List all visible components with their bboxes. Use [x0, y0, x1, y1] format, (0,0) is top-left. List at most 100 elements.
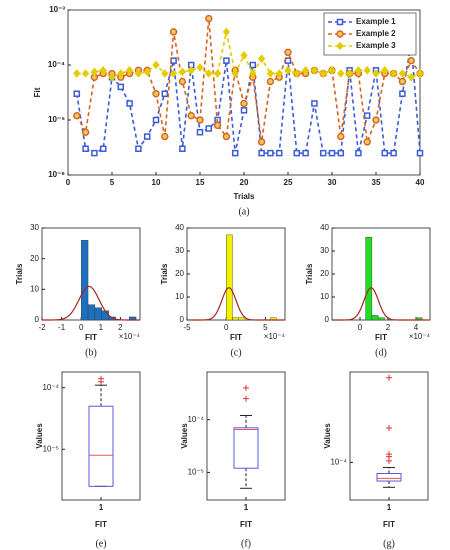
point — [363, 66, 371, 75]
legend-label: Example 1 — [356, 17, 396, 26]
x-tick-label: -5 — [183, 323, 191, 332]
outlier — [386, 374, 392, 381]
hist-bar — [80, 240, 89, 321]
point — [99, 145, 107, 153]
x-tick-label: 1 — [244, 503, 249, 512]
point — [81, 128, 90, 136]
point — [152, 116, 160, 124]
point — [363, 138, 371, 146]
y-tick-label: 10⁻⁴ — [187, 415, 204, 424]
point — [231, 69, 239, 78]
y-tick-label: 10⁻⁵ — [188, 468, 204, 477]
x-axis-label: Trials — [234, 192, 255, 201]
x-axis-label: FIT — [95, 520, 107, 529]
x-tick-label: 1 — [387, 503, 392, 512]
point — [152, 90, 160, 98]
point — [266, 77, 275, 86]
y-tick-label: 10 — [175, 292, 184, 301]
y-tick-label: 30 — [175, 246, 184, 255]
x-tick-label: 5 — [263, 323, 268, 332]
x-tick-label: 30 — [328, 178, 337, 187]
point — [205, 14, 213, 23]
y-tick-label: 10⁻⁴ — [330, 457, 347, 466]
point — [381, 66, 389, 75]
y-tick-label: 10⁻⁶ — [48, 170, 65, 179]
x-tick-label: 25 — [284, 178, 293, 187]
point — [336, 18, 344, 26]
legend-label: Example 3 — [356, 41, 396, 50]
y-axis-label: Fit — [33, 87, 42, 97]
point — [381, 149, 389, 157]
point — [82, 145, 89, 153]
x-tick-label: 1 — [99, 503, 104, 512]
series-line — [76, 31, 421, 79]
point — [117, 83, 125, 91]
axes-box — [186, 227, 286, 321]
point — [240, 51, 248, 60]
point — [319, 69, 327, 78]
point — [399, 90, 406, 98]
point — [336, 30, 344, 38]
point — [91, 149, 98, 157]
point — [258, 149, 265, 157]
x-tick-label: 35 — [372, 178, 381, 187]
x-tick-label: 15 — [196, 178, 205, 187]
point — [345, 69, 354, 78]
point — [275, 149, 283, 157]
point — [372, 116, 380, 124]
y-tick-label: 0 — [325, 315, 330, 324]
outlier — [386, 425, 392, 432]
point — [301, 66, 310, 75]
y-tick-label: 20 — [30, 254, 39, 263]
panel-label: (g) — [383, 538, 395, 549]
x-tick-label: -2 — [38, 323, 46, 332]
point — [337, 149, 345, 157]
y-tick-label: 10⁻⁴ — [48, 60, 65, 69]
y-tick-label: 0 — [180, 315, 185, 324]
x-tick-label: 0 — [66, 178, 71, 187]
point — [231, 149, 239, 157]
x-tick-label: 0 — [224, 323, 229, 332]
point — [328, 149, 336, 157]
point — [143, 67, 151, 77]
hist-bar — [371, 315, 379, 321]
point — [187, 66, 195, 75]
point — [266, 69, 275, 78]
point — [169, 28, 178, 36]
hist-bar — [238, 317, 246, 321]
y-tick-label: 20 — [175, 269, 184, 278]
point — [196, 63, 204, 72]
point — [311, 100, 318, 107]
point — [73, 69, 81, 78]
point — [257, 138, 266, 146]
point — [134, 69, 143, 78]
x-tick-label: 1 — [99, 323, 104, 332]
point — [284, 66, 292, 75]
point — [213, 121, 222, 130]
panel-label: (c) — [230, 347, 241, 358]
fit-curve — [42, 285, 140, 321]
point — [143, 133, 151, 140]
point — [178, 67, 187, 77]
point — [336, 41, 344, 51]
x-multiplier: ×10⁻⁴ — [119, 332, 141, 341]
hist-bar — [365, 236, 373, 321]
point — [310, 66, 319, 75]
y-tick-label: 10 — [320, 292, 329, 301]
hist-bar — [378, 317, 385, 321]
hist-bar — [87, 304, 96, 321]
y-tick-label: 30 — [30, 223, 39, 232]
x-tick-label: 40 — [416, 178, 425, 187]
outlier — [243, 395, 249, 402]
point — [81, 69, 90, 78]
point — [363, 112, 371, 119]
point — [372, 69, 380, 78]
point — [205, 125, 213, 132]
panel-label: (a) — [238, 206, 249, 217]
point — [354, 66, 363, 75]
point — [205, 69, 213, 78]
point — [187, 111, 195, 120]
series-line — [76, 18, 421, 146]
point — [73, 111, 81, 120]
